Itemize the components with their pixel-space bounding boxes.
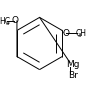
Text: Mg: Mg	[66, 60, 79, 69]
Text: O: O	[62, 29, 69, 38]
Text: 3: 3	[5, 21, 9, 26]
Text: Br: Br	[68, 71, 78, 80]
Text: HC: HC	[0, 17, 10, 26]
Text: 3: 3	[78, 33, 82, 38]
Text: O: O	[12, 16, 19, 25]
Text: CH: CH	[76, 29, 87, 38]
